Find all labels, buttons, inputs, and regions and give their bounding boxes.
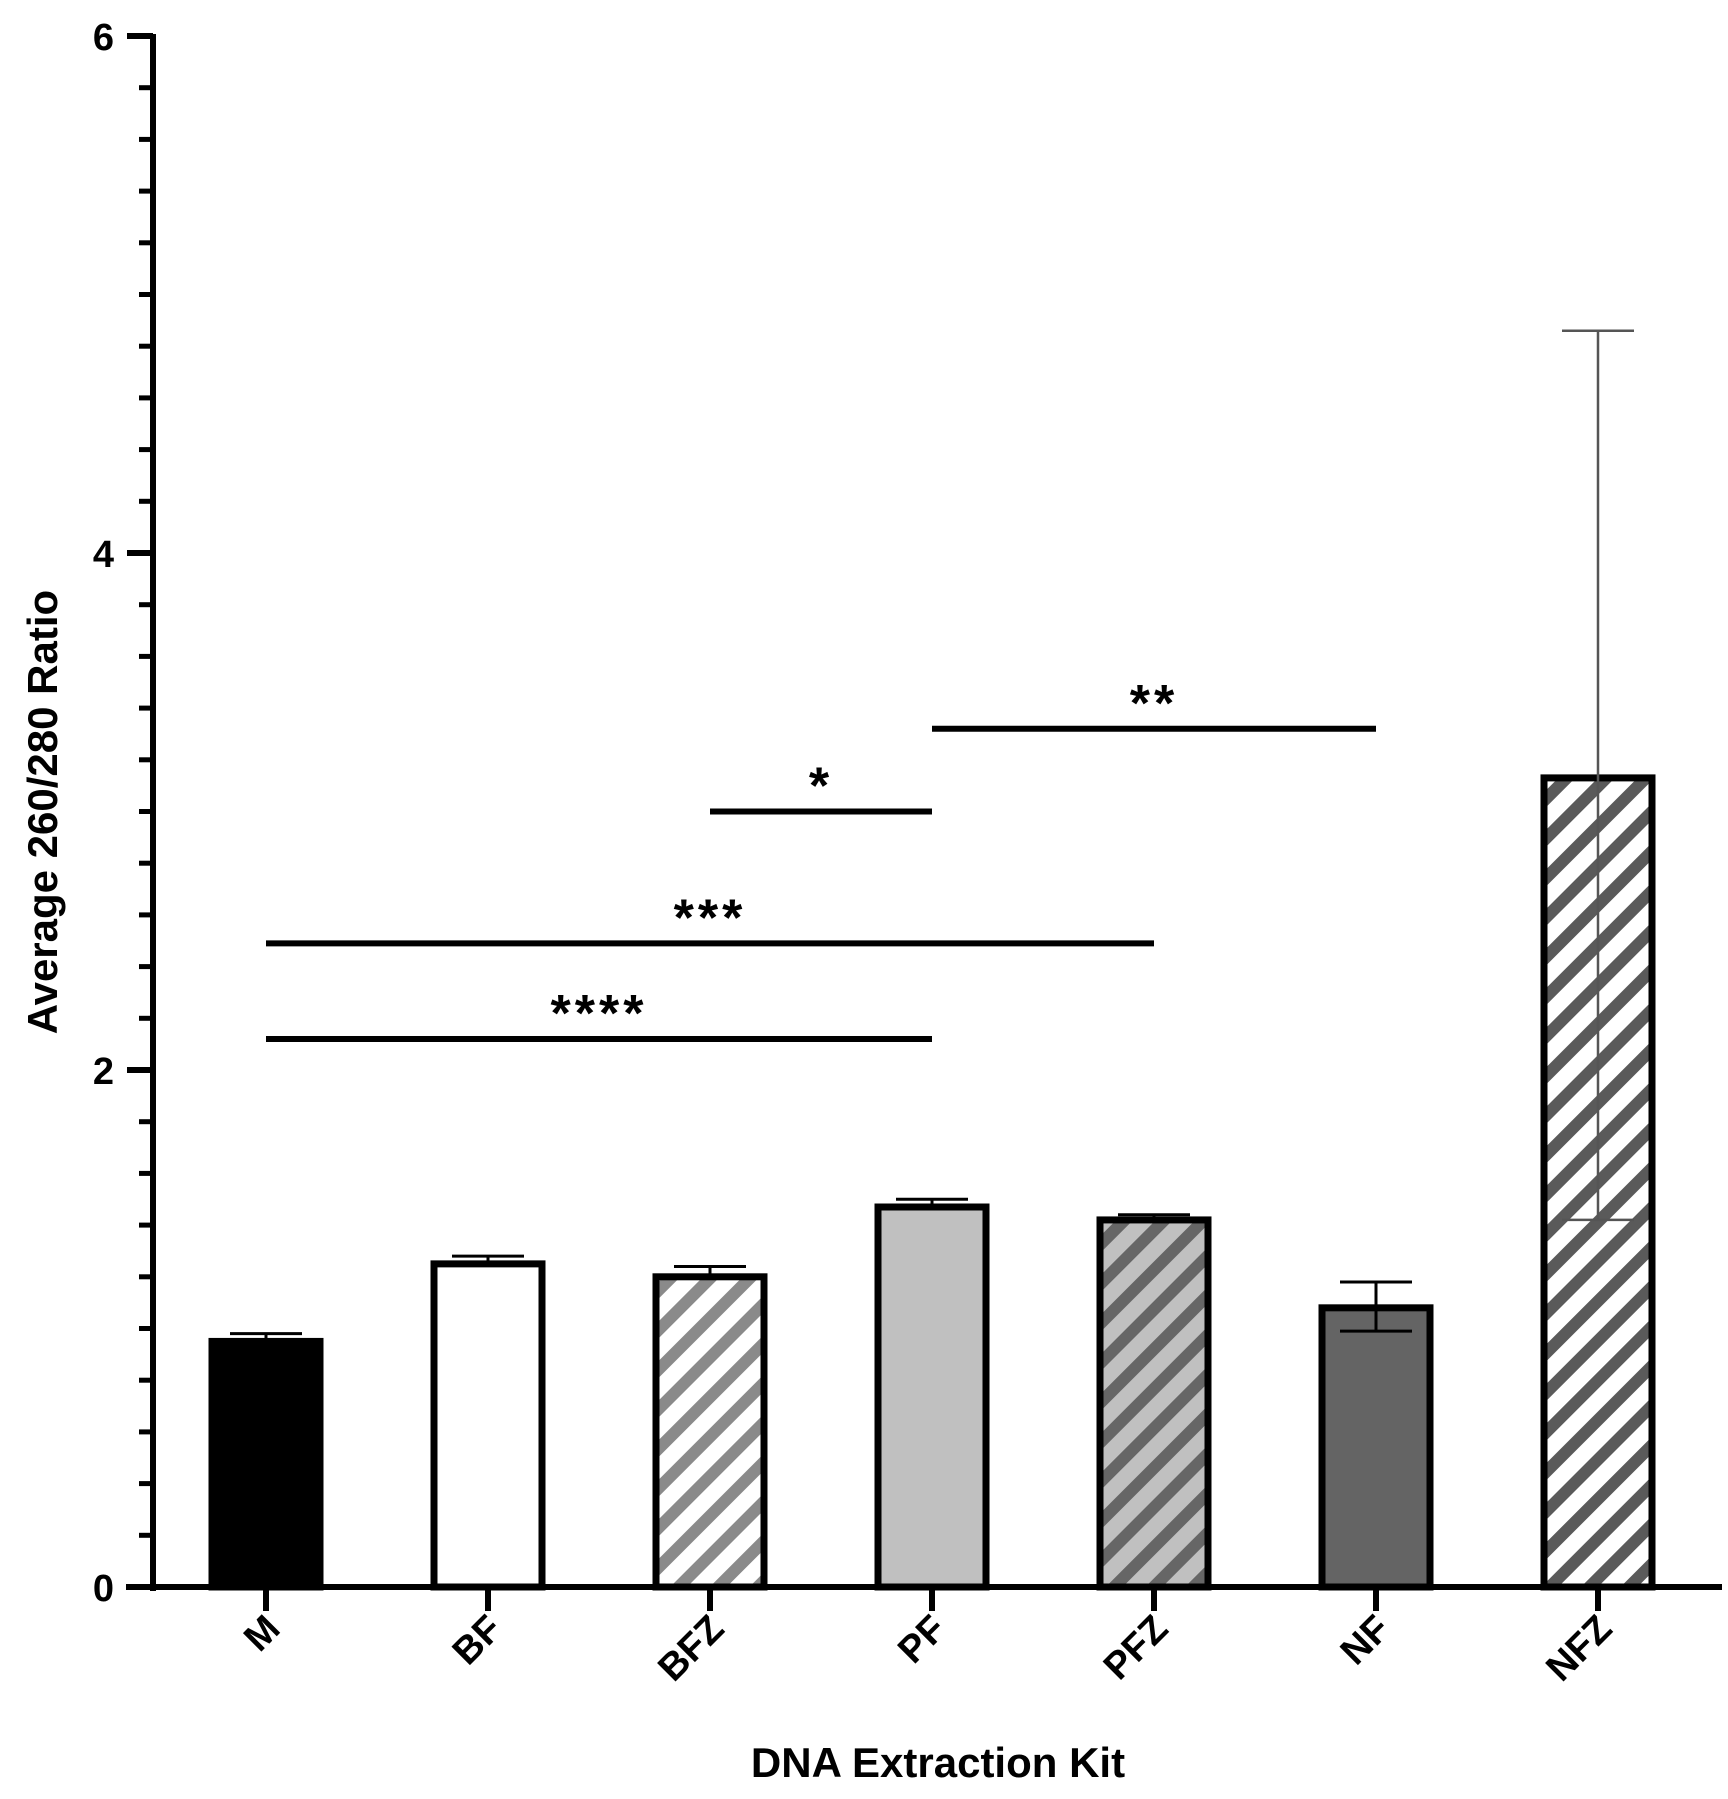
- x-tick-label-pfz: PFZ: [1096, 1608, 1176, 1688]
- x-tick-label-bfz: BFZ: [650, 1608, 732, 1690]
- x-tick-label-bf: BF: [445, 1608, 511, 1674]
- x-tick-label-m: M: [236, 1608, 288, 1660]
- significance-label-1: ****: [551, 985, 648, 1043]
- y-tick-label-6: 6: [93, 17, 114, 59]
- bar-nf: [1318, 1304, 1434, 1591]
- significance-layer: **********: [266, 675, 1376, 1043]
- bar-bf: [430, 1260, 546, 1591]
- x-axis-title: DNA Extraction Kit: [751, 1739, 1125, 1786]
- y-tick-label-4: 4: [93, 534, 114, 576]
- x-tick-label-nfz: NFZ: [1538, 1608, 1620, 1690]
- y-tick-label-2: 2: [93, 1051, 114, 1093]
- y-tick-label-0: 0: [93, 1568, 114, 1610]
- significance-label-3: *: [809, 758, 833, 816]
- x-tick-label-nf: NF: [1333, 1608, 1399, 1674]
- y-axis-title: Average 260/280 Ratio: [19, 590, 66, 1034]
- error-bars-layer: [230, 329, 1634, 1342]
- significance-label-4: **: [1130, 675, 1178, 733]
- bar-pfz: [1096, 1216, 1212, 1591]
- bar-pf: [874, 1203, 990, 1591]
- x-tick-label-pf: PF: [890, 1608, 954, 1672]
- bars-layer: [208, 774, 1656, 1591]
- significance-label-2: ***: [674, 889, 747, 947]
- bar-m: [208, 1337, 324, 1591]
- bar-bfz: [652, 1273, 768, 1591]
